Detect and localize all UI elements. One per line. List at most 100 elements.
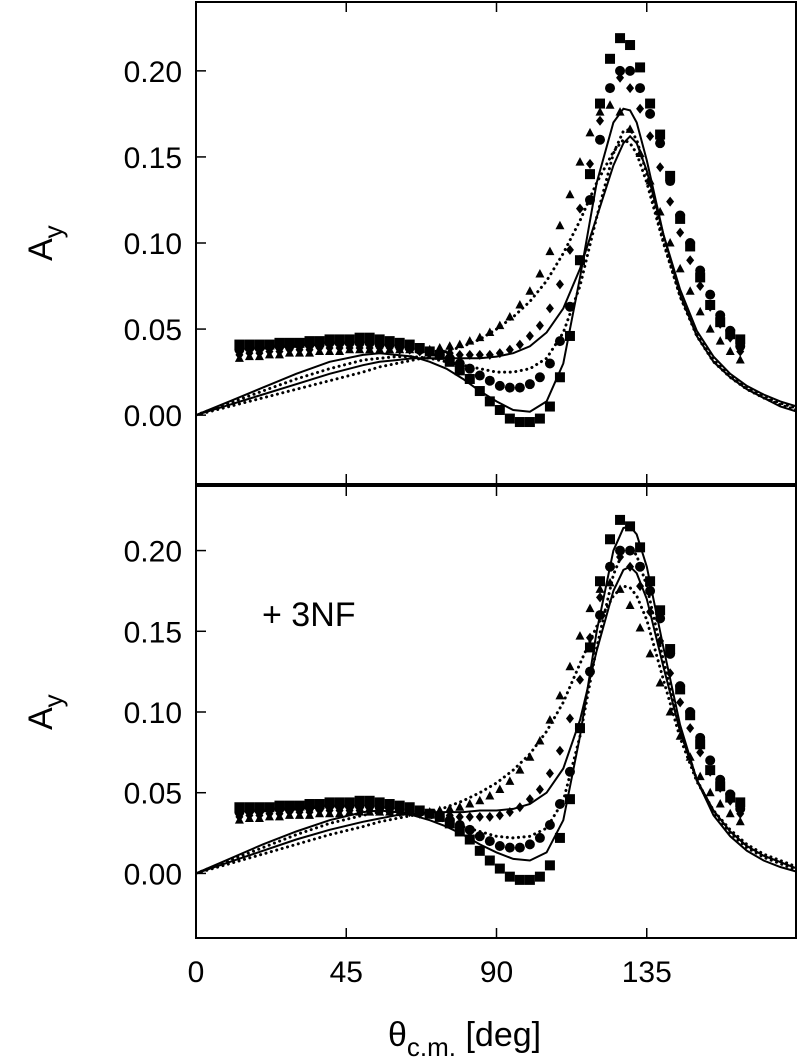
square-marker	[735, 797, 746, 808]
circle-marker	[675, 210, 686, 221]
diamond-marker	[555, 279, 564, 290]
triangle-marker	[545, 715, 555, 724]
triangle-marker	[455, 802, 465, 811]
circle-marker	[464, 824, 475, 835]
square-marker	[514, 417, 525, 428]
circle-marker	[665, 648, 676, 659]
triangle-marker	[555, 690, 565, 700]
diamond-marker	[636, 103, 645, 114]
diamond-marker	[736, 346, 745, 357]
diamond-marker	[495, 348, 504, 359]
circle-marker	[675, 681, 686, 692]
square-marker	[554, 832, 565, 843]
circle-marker	[504, 842, 515, 853]
triangle-marker	[535, 736, 545, 745]
circle-marker	[625, 65, 636, 76]
triangle-marker	[405, 807, 415, 816]
circle-marker	[564, 301, 575, 312]
diamond-marker	[666, 196, 675, 207]
circle-marker	[544, 358, 555, 369]
diamond-marker	[676, 227, 685, 238]
triangle-marker	[625, 600, 635, 609]
square-marker	[474, 386, 485, 397]
circle-marker	[244, 343, 255, 354]
square-marker	[464, 373, 475, 384]
circle-marker	[454, 358, 465, 369]
circle-marker	[484, 375, 495, 386]
diamond-marker	[596, 592, 605, 603]
circle-marker	[655, 138, 666, 149]
triangle-marker	[645, 176, 655, 185]
triangle-marker	[485, 790, 495, 800]
square-marker	[625, 40, 636, 51]
diamond-marker	[535, 320, 544, 331]
triangle-marker	[625, 124, 635, 133]
triangle-marker	[665, 707, 675, 716]
square-marker	[735, 334, 746, 345]
square-marker	[695, 272, 706, 283]
triangle-marker	[335, 808, 345, 818]
diamond-marker	[706, 301, 715, 312]
triangle-marker	[295, 810, 305, 819]
triangle-marker	[355, 807, 365, 816]
triangle-marker	[425, 344, 435, 354]
x-axis-label: θc.m. [deg]	[388, 1016, 541, 1057]
x-tick-label: 0	[188, 956, 205, 989]
triangle-marker	[475, 332, 485, 342]
triangle-marker	[445, 803, 455, 813]
triangle-marker	[415, 344, 425, 354]
diamond-marker	[495, 810, 504, 821]
diamond-marker	[706, 766, 715, 777]
dotted-curve	[196, 127, 797, 417]
triangle-marker	[655, 207, 665, 216]
circle-marker	[695, 265, 706, 276]
triangle-marker	[284, 810, 294, 819]
diamond-marker	[616, 552, 625, 563]
diamond-marker	[515, 802, 524, 813]
circle-marker	[354, 337, 365, 348]
triangle-marker	[385, 807, 395, 816]
circle-marker	[454, 820, 465, 830]
triangle-marker	[385, 344, 395, 354]
diamond-marker	[696, 281, 705, 292]
diamond-marker	[606, 83, 615, 94]
y-axis-label-subscript: y	[38, 694, 68, 707]
triangle-marker	[695, 306, 705, 316]
circle-marker	[534, 372, 545, 383]
y-tick-label: 0.05	[124, 314, 182, 347]
triangle-marker	[234, 353, 244, 362]
square-marker	[494, 404, 505, 415]
square-marker	[544, 860, 555, 871]
circle-marker	[234, 344, 245, 355]
circle-marker	[725, 789, 736, 800]
circle-marker	[705, 755, 716, 766]
circle-marker	[665, 176, 676, 187]
triangle-marker	[465, 336, 475, 345]
circle-marker	[544, 820, 555, 830]
square-marker	[595, 98, 606, 109]
circle-marker	[554, 799, 565, 810]
diamond-marker	[686, 255, 695, 266]
diamond-marker	[736, 808, 745, 819]
circle-marker	[294, 339, 305, 350]
y-axis-label: Ay	[22, 225, 68, 261]
circle-marker	[474, 370, 485, 381]
square-marker	[524, 874, 535, 885]
circle-marker	[574, 255, 585, 266]
circle-marker	[735, 341, 746, 352]
square-marker	[645, 576, 656, 587]
solid-curve	[196, 525, 797, 875]
triangle-marker	[695, 771, 705, 781]
diamond-marker	[505, 344, 514, 355]
diamond-marker	[585, 632, 594, 643]
square-marker	[474, 845, 485, 856]
square-marker	[234, 339, 245, 350]
diamond-marker	[445, 810, 454, 821]
solid-curve	[196, 565, 797, 875]
triangle-marker	[234, 815, 244, 824]
triangle-marker	[325, 346, 335, 355]
triangle-marker	[254, 351, 264, 361]
circle-marker	[464, 363, 475, 374]
triangle-marker	[635, 148, 645, 157]
diamond-marker	[525, 330, 534, 341]
